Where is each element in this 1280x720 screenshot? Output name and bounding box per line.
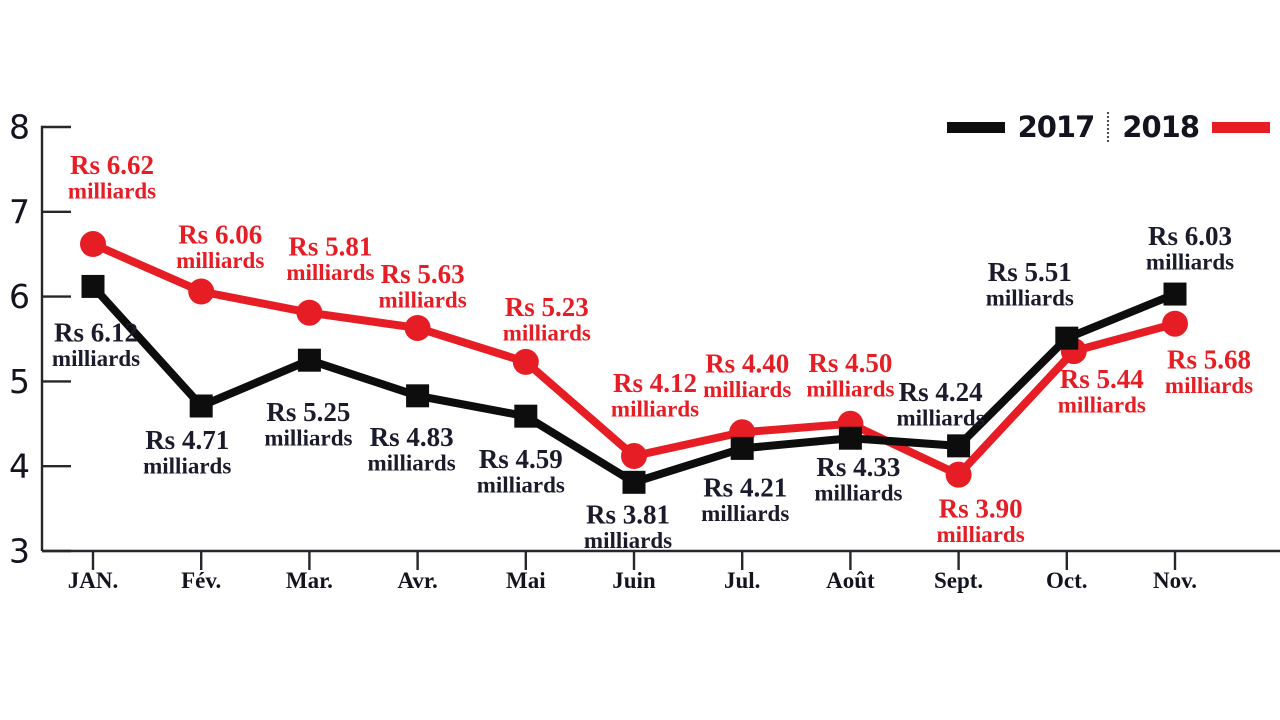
value-label-unit-2017-10: milliards <box>1146 250 1234 275</box>
x-axis-month-label: Juin <box>612 568 656 593</box>
y-tick-label: 4 <box>9 447 30 486</box>
x-axis-month-label: Mar. <box>286 568 333 593</box>
legend-divider <box>1107 112 1110 142</box>
value-label-unit-2017-0: milliards <box>52 346 140 371</box>
value-label-unit-2018-2: milliards <box>286 260 374 285</box>
value-label-unit-2018-6: milliards <box>703 377 791 402</box>
value-label-2017-3: Rs 4.83 <box>370 422 454 452</box>
y-tick-label: 6 <box>9 277 30 316</box>
value-label-2017-6: Rs 4.21 <box>703 472 787 502</box>
value-label-2017-2: Rs 5.25 <box>266 397 350 427</box>
data-marker-2018-3 <box>404 314 431 341</box>
y-tick-label: 7 <box>9 192 30 231</box>
legend-swatch-2018 <box>1212 121 1270 133</box>
x-axis-month-label: Sept. <box>934 568 983 593</box>
value-label-unit-2017-4: milliards <box>477 473 565 498</box>
value-label-2018-8: Rs 3.90 <box>939 494 1023 524</box>
x-axis-month-label: Août <box>826 568 875 593</box>
x-axis-month-label: Jul. <box>724 568 760 593</box>
value-label-2017-4: Rs 4.59 <box>479 444 563 474</box>
value-label-2017-1: Rs 4.71 <box>145 425 229 455</box>
value-label-unit-2017-1: milliards <box>143 453 231 478</box>
value-label-2018-6: Rs 4.40 <box>705 348 789 378</box>
value-label-2017-0: Rs 6.12 <box>54 317 138 347</box>
x-axis-month-label: Oct. <box>1046 568 1088 593</box>
value-label-2017-10: Rs 6.03 <box>1148 221 1232 251</box>
legend-label-2017: 2017 <box>1017 109 1096 144</box>
data-marker-2017-2 <box>297 348 321 372</box>
x-axis-month-label: Nov. <box>1153 568 1197 593</box>
x-axis-month-label: Fév. <box>181 568 221 593</box>
value-label-2018-2: Rs 5.81 <box>288 232 372 262</box>
value-label-unit-2017-3: milliards <box>368 450 456 475</box>
value-label-2017-7: Rs 4.33 <box>816 452 900 482</box>
x-axis-month-label: Avr. <box>397 568 437 593</box>
value-label-unit-2018-5: milliards <box>611 397 699 422</box>
value-label-unit-2017-8: milliards <box>897 405 985 430</box>
value-label-2018-0: Rs 6.62 <box>70 150 154 180</box>
data-marker-2017-0 <box>81 274 105 298</box>
value-label-2018-9: Rs 5.44 <box>1060 364 1144 394</box>
value-label-unit-2018-3: milliards <box>379 287 467 312</box>
data-marker-2018-8 <box>945 461 972 488</box>
y-tick-label: 3 <box>9 532 30 571</box>
legend-label-2018: 2018 <box>1122 109 1200 144</box>
value-label-unit-2017-9: milliards <box>986 286 1074 311</box>
value-label-unit-2018-9: milliards <box>1058 393 1146 418</box>
data-marker-2017-4 <box>514 404 538 428</box>
value-label-2017-5: Rs 3.81 <box>586 499 670 529</box>
data-marker-2017-9 <box>1055 326 1079 350</box>
data-marker-2018-2 <box>296 299 323 326</box>
data-marker-2017-5 <box>622 470 646 494</box>
data-marker-2017-8 <box>947 434 971 458</box>
value-label-2018-7: Rs 4.50 <box>808 348 892 378</box>
data-marker-2017-3 <box>406 384 430 408</box>
value-label-unit-2018-7: milliards <box>806 376 894 401</box>
value-label-2018-3: Rs 5.63 <box>381 259 465 289</box>
data-marker-2018-10 <box>1162 310 1188 337</box>
value-label-unit-2017-2: milliards <box>264 426 352 451</box>
chart-legend: 2017 2018 <box>946 109 1270 144</box>
x-axis-month-label: JAN. <box>68 568 118 593</box>
value-label-unit-2018-1: milliards <box>176 248 264 273</box>
value-label-unit-2017-5: milliards <box>584 528 672 553</box>
value-label-2017-9: Rs 5.51 <box>988 257 1072 287</box>
value-label-2018-10: Rs 5.68 <box>1167 345 1251 375</box>
x-axis-month-label: Mai <box>506 568 546 593</box>
value-label-unit-2017-7: milliards <box>814 481 902 506</box>
data-marker-2017-10 <box>1163 282 1187 306</box>
y-tick-label: 5 <box>9 362 30 401</box>
data-marker-2018-5 <box>621 443 647 470</box>
value-label-2018-5: Rs 4.12 <box>613 368 697 398</box>
data-marker-2017-1 <box>189 394 213 418</box>
legend-swatch-2017 <box>946 121 1005 133</box>
value-label-unit-2017-6: milliards <box>701 501 789 526</box>
value-label-unit-2018-8: milliards <box>937 522 1025 547</box>
value-label-unit-2018-10: milliards <box>1165 373 1253 398</box>
data-marker-2017-7 <box>838 426 862 450</box>
data-marker-2018-1 <box>188 278 215 305</box>
value-label-2018-4: Rs 5.23 <box>505 292 589 322</box>
data-marker-2018-0 <box>80 231 106 258</box>
value-label-2017-8: Rs 4.24 <box>899 377 983 407</box>
data-marker-2018-4 <box>512 348 539 375</box>
y-tick-label: 8 <box>9 108 30 147</box>
value-label-unit-2018-0: milliards <box>68 179 156 204</box>
data-marker-2017-6 <box>730 436 754 460</box>
value-label-2018-1: Rs 6.06 <box>178 220 262 250</box>
value-label-unit-2018-4: milliards <box>503 320 591 345</box>
